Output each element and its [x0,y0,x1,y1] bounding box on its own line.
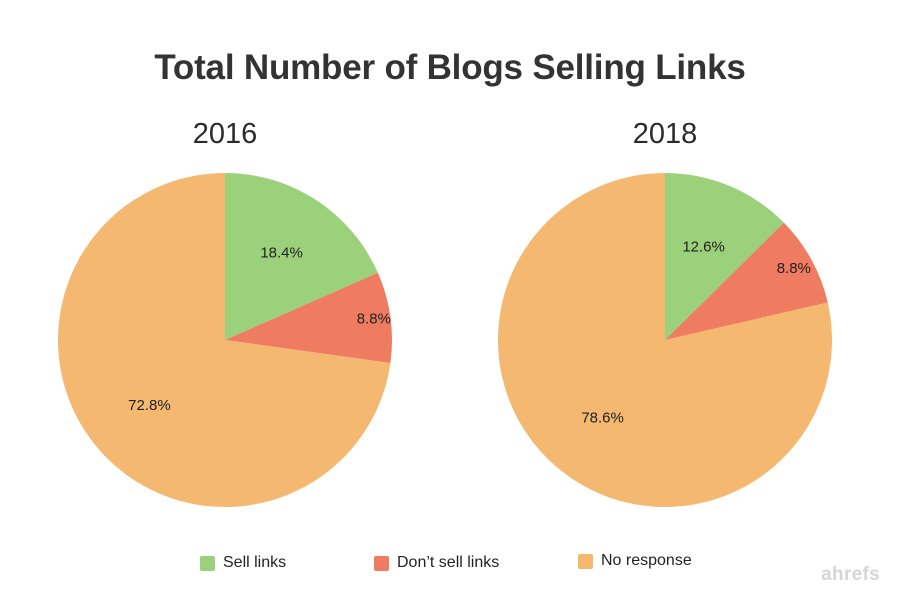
legend-label-sell-links: Sell links [223,554,287,571]
pie-2016-label-sell-links: 18.4% [260,244,303,261]
pie-title-2018: 2018 [632,118,698,150]
pie-2016-slice-no-response [58,173,391,508]
legend-swatch-dont-sell-links [374,555,389,571]
pie-2018-label-dont-sell-links: 8.8% [777,260,811,277]
ahrefs-logo-watermark: ahrefs [821,564,880,585]
legend-item-no-response: No response [578,549,692,573]
pie-2018-slice-dont-sell-links [665,222,828,340]
pie-title-2016: 2016 [192,118,258,150]
pie-2018-label-sell-links: 12.6% [682,238,725,255]
pie-2016-label-no-response: 72.8% [128,397,171,414]
pie-2016-slice-dont-sell-links [225,272,393,364]
legend-item-dont-sell-links: Don’t sell links [374,551,499,575]
legend-swatch-no-response [578,553,593,569]
legend-item-sell-links: Sell links [200,551,286,575]
legend-label-dont-sell-links: Don’t sell links [397,554,500,571]
pie-2018-slice-no-response [498,173,833,507]
pie-2018-label-no-response: 78.6% [581,409,624,426]
chart-title: Total Number of Blogs Selling Links [154,48,746,87]
pie-2016-label-dont-sell-links: 8.8% [357,310,391,327]
pie-2016-slice-sell-links [225,173,378,340]
pie-2018-slice-sell-links [665,173,784,340]
legend-label-no-response: No response [601,552,692,569]
legend-swatch-sell-links [200,555,215,571]
